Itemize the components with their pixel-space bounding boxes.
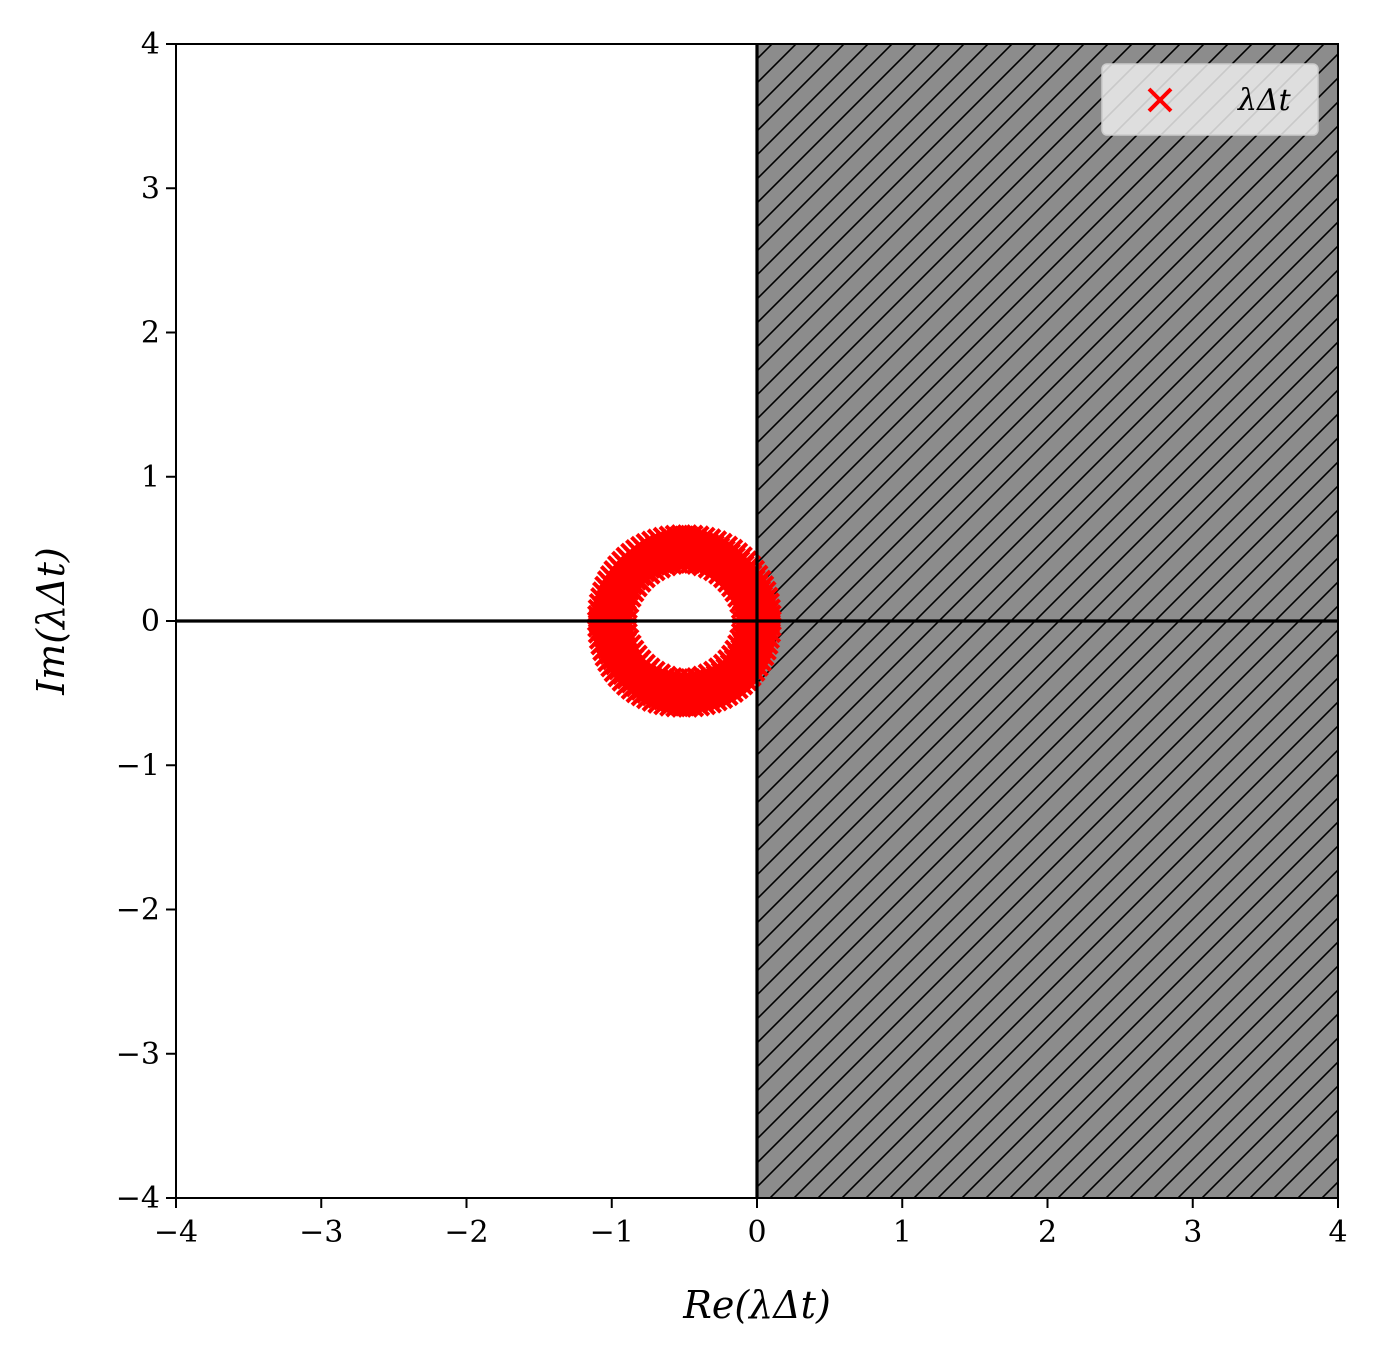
scatter-point <box>590 634 612 656</box>
y-tick-label: 1 <box>141 460 160 495</box>
plot-area <box>176 44 1338 1198</box>
y-tick-label: 4 <box>141 27 160 62</box>
x-tick-label: −3 <box>299 1215 343 1250</box>
x-tick-label: 0 <box>747 1215 766 1250</box>
y-tick-label: −2 <box>116 893 160 928</box>
scatter-point <box>588 628 610 650</box>
x-axis-label: Re(λΔt) <box>682 1283 831 1327</box>
scatter-series <box>586 524 782 718</box>
scatter-point <box>641 690 663 712</box>
y-axis-label: Im(λΔt) <box>29 547 73 696</box>
legend: λΔt <box>1101 63 1319 136</box>
scatter-point <box>646 528 668 550</box>
y-tick-label: 3 <box>141 171 160 206</box>
legend-box <box>1101 63 1319 136</box>
x-tick-label: −4 <box>154 1215 198 1250</box>
scatter-point <box>759 592 781 614</box>
y-tick-label: −1 <box>116 748 160 783</box>
legend-marker <box>1147 87 1173 113</box>
x-tick-label: 3 <box>1183 1215 1202 1250</box>
scatter-point <box>591 581 613 603</box>
scatter-point <box>755 639 777 661</box>
scatter-point <box>592 640 614 662</box>
scatter-point <box>757 586 779 608</box>
x-tick-label: −1 <box>590 1215 634 1250</box>
scatter-point <box>652 526 674 548</box>
y-tick-label: −3 <box>116 1037 160 1072</box>
y-tick-label: 0 <box>141 604 160 639</box>
scatter-point <box>706 530 728 552</box>
x-axis-ticks: −4 −3 −2 −1 0 1 2 3 4 <box>154 1198 1348 1250</box>
scatter-point <box>594 575 616 597</box>
scatter-point <box>701 692 723 714</box>
scatter-point <box>635 688 657 710</box>
y-tick-label: −4 <box>116 1181 160 1216</box>
scatter-point <box>641 530 662 552</box>
scatter-point <box>711 532 733 554</box>
y-tick-label: 2 <box>141 316 160 351</box>
scatter-point <box>706 690 728 712</box>
x-tick-label: 1 <box>893 1215 912 1250</box>
x-tick-label: −2 <box>444 1215 488 1250</box>
y-axis-ticks: −4 −3 −2 −1 0 1 2 3 4 <box>116 27 176 1216</box>
legend-label: λΔt <box>1237 83 1292 118</box>
x-tick-label: 4 <box>1328 1215 1347 1250</box>
scatter-point <box>695 694 717 716</box>
x-tick-label: 2 <box>1038 1215 1057 1250</box>
scatter-point <box>755 580 777 602</box>
